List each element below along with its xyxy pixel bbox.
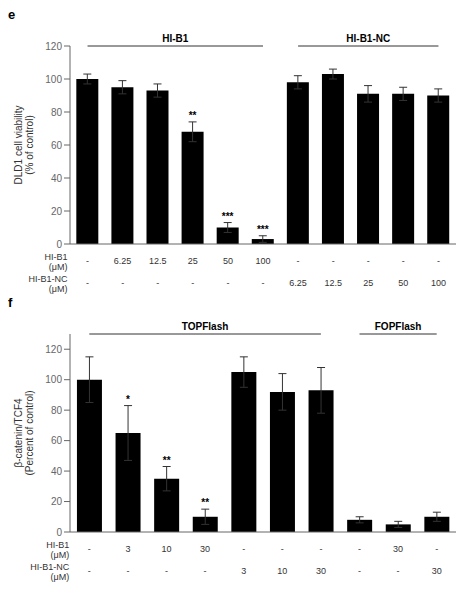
svg-text:3: 3 [241,566,246,576]
svg-text:HI-B1(μM): HI-B1(μM) [45,252,68,272]
svg-text:TOPFlash: TOPFlash [182,321,229,332]
svg-text:6.25: 6.25 [114,256,132,266]
svg-text:-: - [332,256,335,266]
svg-text:-: - [165,566,168,576]
svg-text:60: 60 [51,140,63,151]
html-text:f: f [8,295,13,310]
svg-text:30: 30 [432,566,442,576]
svg-text:***: *** [257,224,269,235]
svg-text:80: 80 [51,405,63,416]
svg-text:6.25: 6.25 [289,278,307,288]
svg-text:-: - [226,278,229,288]
svg-text:-: - [297,256,300,266]
svg-text:30: 30 [393,544,403,554]
svg-text:-: - [435,544,438,554]
svg-text:-: - [402,256,405,266]
svg-text:0: 0 [56,527,62,538]
svg-text:10: 10 [161,544,171,554]
svg-text:100: 100 [255,256,270,266]
svg-text:20: 20 [51,496,63,507]
svg-text:-: - [358,544,361,554]
svg-text:-: - [319,544,322,554]
svg-text:-: - [86,278,89,288]
svg-text:*: * [126,394,130,405]
svg-text:12.5: 12.5 [149,256,167,266]
svg-text:-: - [367,256,370,266]
svg-text:100: 100 [45,374,62,385]
svg-text:HI-B1: HI-B1 [162,33,189,44]
svg-text:-: - [86,256,89,266]
svg-text:-: - [397,566,400,576]
svg-text:DLD1 cell viability(% of contr: DLD1 cell viability(% of control) [13,106,35,185]
svg-text:100: 100 [45,74,62,85]
svg-text:30: 30 [200,544,210,554]
svg-text:40: 40 [51,466,63,477]
svg-text:12.5: 12.5 [324,278,342,288]
svg-text:0: 0 [56,239,62,250]
svg-text:25: 25 [363,278,373,288]
svg-text:50: 50 [398,278,408,288]
svg-text:100: 100 [431,278,446,288]
svg-text:HI-B1-NC(μM): HI-B1-NC(μM) [30,562,70,582]
svg-text:10: 10 [277,566,287,576]
svg-text:120: 120 [45,344,62,355]
svg-text:25: 25 [188,256,198,266]
html-text:e: e [8,7,16,22]
svg-text:-: - [126,566,129,576]
svg-text:HI-B1-NC(μM): HI-B1-NC(μM) [29,274,69,294]
svg-text:**: ** [201,497,209,508]
svg-text:50: 50 [223,256,233,266]
svg-text:-: - [121,278,124,288]
svg-text:-: - [358,566,361,576]
svg-text:-: - [88,566,91,576]
svg-text:-: - [88,544,91,554]
svg-text:HI-B1-NC: HI-B1-NC [346,33,390,44]
svg-text:-: - [191,278,194,288]
svg-text:-: - [156,278,159,288]
svg-text:20: 20 [51,206,63,217]
svg-text:80: 80 [51,107,63,118]
svg-text:120: 120 [45,41,62,52]
svg-text:***: *** [222,211,234,222]
svg-text:**: ** [163,455,171,466]
svg-text:β-catenin/TCF4(Percent of cont: β-catenin/TCF4(Percent of control) [13,390,35,475]
svg-text:-: - [262,278,265,288]
svg-text:-: - [437,256,440,266]
svg-text:3: 3 [125,544,130,554]
svg-text:FOPFlash: FOPFlash [375,321,422,332]
svg-text:40: 40 [51,173,63,184]
svg-text:-: - [242,544,245,554]
svg-text:HI-B1(μM): HI-B1(μM) [46,540,69,560]
svg-text:60: 60 [51,435,63,446]
svg-text:-: - [281,544,284,554]
svg-text:30: 30 [316,566,326,576]
svg-text:**: ** [189,110,197,121]
svg-text:-: - [204,566,207,576]
